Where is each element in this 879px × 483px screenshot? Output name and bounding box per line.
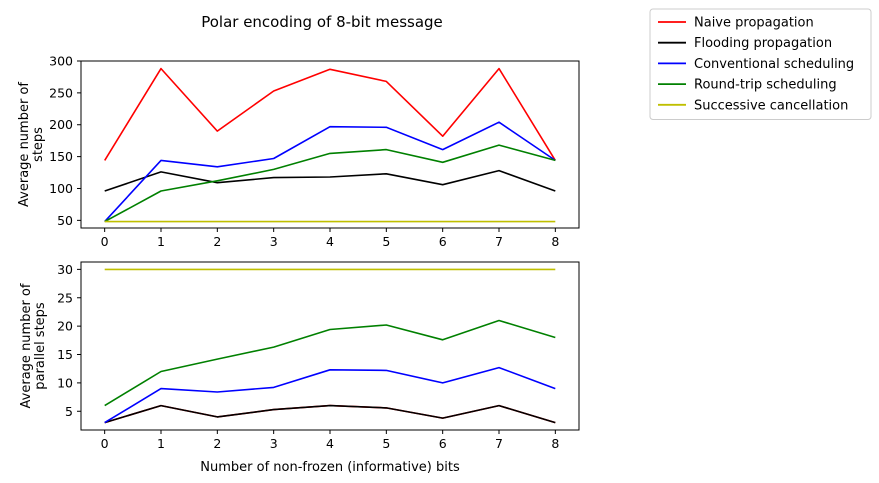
y-axis-label: Average number ofsteps <box>17 82 46 207</box>
y-axis-label-line: Average number of <box>19 283 34 408</box>
series-line-conventional-scheduling <box>104 121 556 223</box>
series-line-round-trip-scheduling <box>104 319 556 407</box>
y-tick-label: 10 <box>57 375 73 390</box>
legend-frame <box>649 8 872 120</box>
y-axis-label-line: parallel steps <box>33 302 48 390</box>
legend-label: Naive propagation <box>694 16 814 31</box>
legend: Naive propagation Flooding propagation Con… <box>649 8 872 120</box>
legend-label: Conventional scheduling <box>694 57 854 72</box>
y-tick-label: 30 <box>57 262 73 277</box>
x-tick-label: 4 <box>326 436 334 451</box>
panel-parallel-steps: 0 1 2 3 4 5 6 7 8 5 10 15 20 25 30 Average number ofpar… <box>19 261 580 451</box>
series-line-flooding-propagation <box>104 169 556 192</box>
y-tick-label: 25 <box>57 290 73 305</box>
axes-frame <box>80 261 580 431</box>
x-tick-label: 2 <box>213 234 221 249</box>
x-tick-label: 3 <box>270 436 278 451</box>
legend-label: Flooding propagation <box>694 36 832 51</box>
axes-frame <box>80 60 580 229</box>
y-tick-label: 5 <box>65 404 73 419</box>
series-line-round-trip-scheduling <box>104 144 556 223</box>
y-tick-label: 20 <box>57 319 73 334</box>
y-tick-label: 150 <box>49 149 73 164</box>
y-tick-label: 50 <box>57 213 73 228</box>
x-tick-label: 0 <box>101 234 109 249</box>
y-axis-label-line: Average number of <box>17 82 32 207</box>
legend-label: Successive cancellation <box>694 98 848 113</box>
x-tick-label: 7 <box>495 436 503 451</box>
y-axis-label-line: steps <box>31 127 46 162</box>
x-tick-label: 6 <box>439 234 447 249</box>
series-line-conventional-scheduling <box>104 366 556 424</box>
y-axis-label: Average number ofparallel steps <box>19 283 48 408</box>
x-tick-label: 3 <box>270 234 278 249</box>
x-tick-label: 5 <box>382 436 390 451</box>
series-line-naive-propagation <box>104 67 556 161</box>
x-tick-label: 1 <box>157 436 165 451</box>
x-tick-label: 8 <box>551 234 559 249</box>
y-tick-label: 15 <box>57 347 73 362</box>
y-tick-label: 250 <box>49 85 73 100</box>
x-tick-label: 2 <box>213 436 221 451</box>
y-tick-label: 100 <box>49 181 73 196</box>
x-tick-label: 0 <box>101 436 109 451</box>
x-tick-label: 1 <box>157 234 165 249</box>
x-tick-label: 7 <box>495 234 503 249</box>
y-tick-label: 300 <box>49 54 73 69</box>
x-tick-label: 5 <box>382 234 390 249</box>
x-tick-label: 8 <box>551 436 559 451</box>
series-line-flooding-propagation <box>104 404 556 424</box>
x-axis-label: Number of non-frozen (informative) bits <box>200 460 460 475</box>
x-tick-label: 4 <box>326 234 334 249</box>
legend-label: Round-trip scheduling <box>694 78 837 93</box>
figure-title: Polar encoding of 8-bit message <box>201 13 443 31</box>
y-tick-label: 200 <box>49 117 73 132</box>
x-tick-label: 6 <box>439 436 447 451</box>
